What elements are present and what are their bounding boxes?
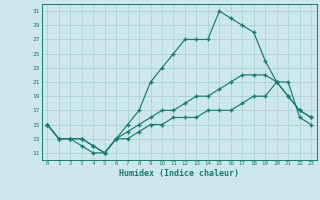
X-axis label: Humidex (Indice chaleur): Humidex (Indice chaleur): [119, 169, 239, 178]
